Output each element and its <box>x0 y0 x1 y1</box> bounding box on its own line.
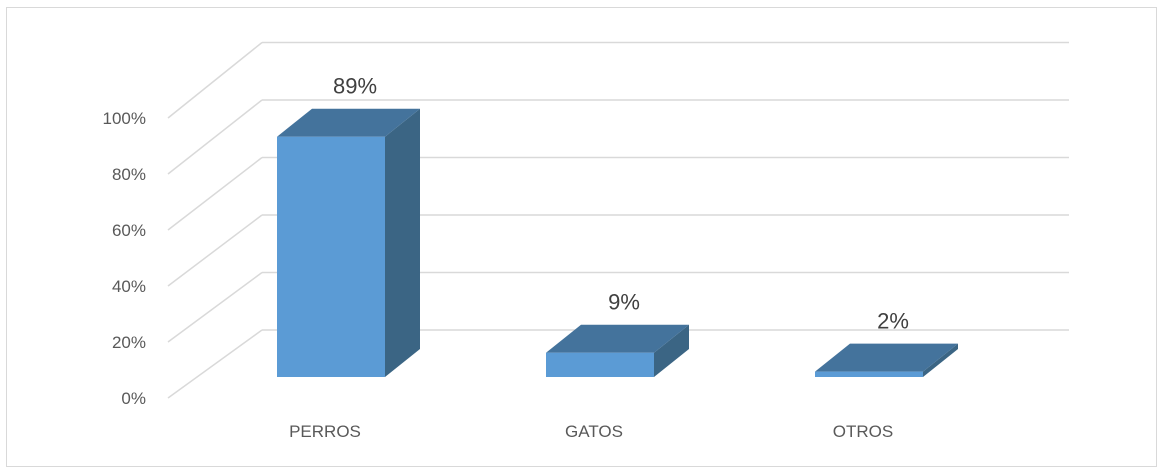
bar-front-face <box>546 352 654 377</box>
bar-otros <box>815 343 958 377</box>
x-axis-categories: PERROS GATOS OTROS <box>289 422 893 441</box>
data-label: 89% <box>333 74 377 99</box>
x-category-label: GATOS <box>565 422 623 441</box>
bar-perros <box>277 108 420 377</box>
data-labels: 89% 9% 2% <box>333 74 909 334</box>
bar-side-face <box>385 108 420 377</box>
bar-top-face <box>546 324 689 353</box>
bar-side-face <box>923 343 958 377</box>
gridline-diagonal <box>167 99 263 175</box>
y-tick-label: 80% <box>112 165 146 184</box>
y-tick-label: 0% <box>121 389 146 408</box>
bar-front-face <box>277 136 385 377</box>
bar-top-face <box>815 343 958 372</box>
data-label: 2% <box>877 309 909 334</box>
y-axis-ticks: 0% 20% 40% 60% 80% 100% <box>103 109 146 408</box>
gridline-diagonal <box>167 214 263 287</box>
y-tick-label: 40% <box>112 277 146 296</box>
bars <box>277 108 958 377</box>
x-category-label: PERROS <box>289 422 361 441</box>
bar-front-face <box>815 371 923 377</box>
gridline-diagonal <box>167 271 263 343</box>
gridline-diagonal <box>167 329 263 399</box>
y-tick-label: 100% <box>103 109 146 128</box>
y-tick-label: 20% <box>112 333 146 352</box>
bar-gatos <box>546 324 689 377</box>
bar-top-face <box>277 108 420 137</box>
gridline-diagonal <box>167 41 263 119</box>
bar-side-face <box>654 324 689 377</box>
x-category-label: OTROS <box>833 422 893 441</box>
gridline-diagonal <box>167 156 263 231</box>
data-label: 9% <box>608 290 640 315</box>
bar-chart: 0% 20% 40% 60% 80% 100% PERROS GATOS OTROS 89% 9… <box>103 41 1069 441</box>
y-tick-label: 60% <box>112 221 146 240</box>
